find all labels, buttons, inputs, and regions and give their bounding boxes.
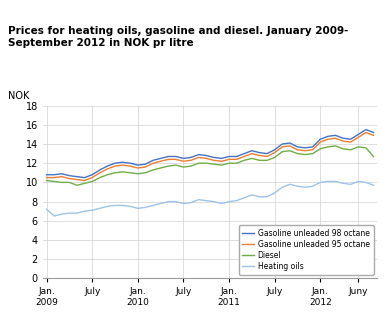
Text: NOK: NOK	[8, 91, 29, 101]
Legend: Gasoline unleaded 98 octane, Gasoline unleaded 95 octane, Diesel, Heating oils: Gasoline unleaded 98 octane, Gasoline un…	[238, 225, 373, 275]
Text: Prices for heating oils, gasoline and diesel. January 2009-
September 2012 in NO: Prices for heating oils, gasoline and di…	[8, 26, 348, 48]
